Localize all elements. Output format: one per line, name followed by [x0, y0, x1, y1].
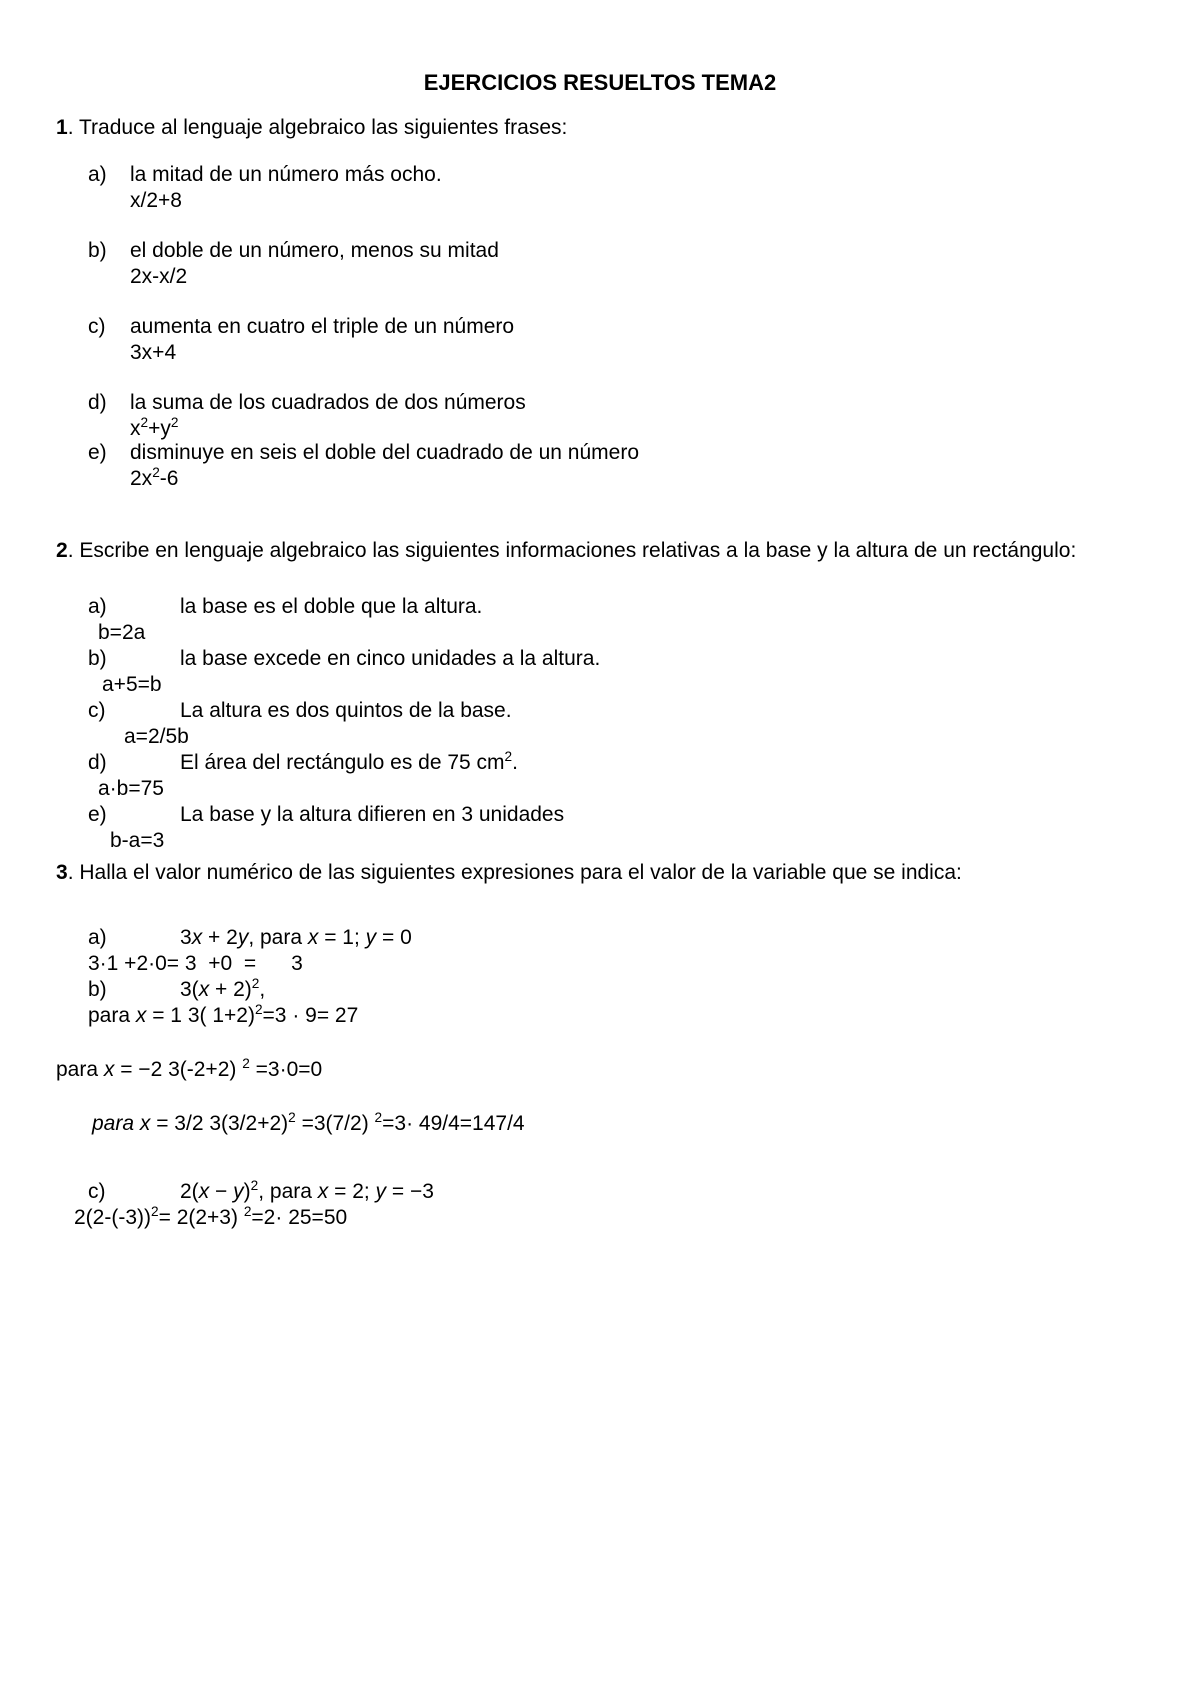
q1-b-answer: 2x-x/2: [130, 265, 499, 289]
q1-item-c: c) aumenta en cuatro el triple de un núm…: [88, 315, 1144, 365]
q1-item-d: d) la suma de los cuadrados de dos númer…: [88, 391, 1144, 441]
q3-prompt: Halla el valor numérico de las siguiente…: [79, 861, 962, 884]
q3-c-line: c)2(x − y)2, para x = 2; y = −3: [88, 1180, 1144, 1204]
q1-a-answer: x/2+8: [130, 189, 442, 213]
q1-c-text: aumenta en cuatro el triple de un número: [130, 315, 514, 339]
q1-e-answer: 2x2-6: [130, 467, 639, 491]
q2-d-label: d): [88, 751, 180, 775]
q1-e-text: disminuye en seis el doble del cuadrado …: [130, 441, 639, 465]
q1-d-answer: x2+y2: [130, 417, 526, 441]
q2-items: a)la base es el doble que la altura. b=2…: [88, 595, 1144, 853]
q1-d-label: d): [88, 391, 130, 415]
q3-a-line: a)3x + 2y, para x = 1; y = 0: [88, 926, 1144, 950]
q1-item-e: e) disminuye en seis el doble del cuadra…: [88, 441, 1144, 491]
q3-number: 3: [56, 861, 68, 884]
q3-b-label: b): [88, 978, 180, 1002]
q2-b-row: b)la base excede en cinco unidades a la …: [88, 647, 1144, 671]
q1-items: a) la mitad de un número más ocho. x/2+8…: [56, 163, 1144, 491]
q2-prompt: Escribe en lenguaje algebraico las sigui…: [79, 539, 1076, 562]
q1-e-label: e): [88, 441, 130, 465]
question-2: 2. Escribe en lenguaje algebraico las si…: [56, 535, 1144, 568]
q1-c-label: c): [88, 315, 130, 339]
q1-item-a: a) la mitad de un número más ocho. x/2+8: [88, 163, 1144, 213]
question-1: 1. Traduce al lenguaje algebraico las si…: [56, 112, 1144, 145]
q3-b-calc2: para x = −2 3(-2+2) 2 =3·0=0: [56, 1058, 1144, 1082]
page-title: EJERCICIOS RESUELTOS TEMA2: [56, 70, 1144, 96]
question-3: 3. Halla el valor numérico de las siguie…: [56, 857, 1144, 890]
q2-d-answer: a·b=75: [98, 777, 1144, 801]
q2-c-row: c)La altura es dos quintos de la base.: [88, 699, 1144, 723]
q2-a-answer: b=2a: [98, 621, 1144, 645]
q1-number: 1: [56, 116, 68, 139]
q2-d-text: El área del rectángulo es de 75 cm2.: [180, 751, 518, 774]
q3-c-label: c): [88, 1180, 180, 1204]
q2-b-text: la base excede en cinco unidades a la al…: [180, 647, 600, 670]
document-page: EJERCICIOS RESUELTOS TEMA2 1. Traduce al…: [0, 0, 1200, 1288]
q3-b-line: b)3(x + 2)2,: [88, 978, 1144, 1002]
q1-a-text: la mitad de un número más ocho.: [130, 163, 442, 187]
q2-d-row: d)El área del rectángulo es de 75 cm2.: [88, 751, 1144, 775]
q2-b-label: b): [88, 647, 180, 671]
q2-a-text: la base es el doble que la altura.: [180, 595, 482, 618]
q3-a-label: a): [88, 926, 180, 950]
q3-b-expr: 3(x + 2)2,: [180, 978, 265, 1001]
q2-c-text: La altura es dos quintos de la base.: [180, 699, 512, 722]
q3-a-calc: 3·1 +2·0= 3 +0 = 3: [88, 952, 1144, 976]
q1-b-text: el doble de un número, menos su mitad: [130, 239, 499, 263]
q1-prompt: Traduce al lenguaje algebraico las sigui…: [79, 116, 567, 139]
q3-b-calc1: para x = 1 3( 1+2)2=3 · 9= 27: [88, 1004, 1144, 1028]
q2-number: 2: [56, 539, 68, 562]
q2-c-answer: a=2/5b: [124, 725, 1144, 749]
q3-b-calc3: para x = 3/2 3(3/2+2)2 =3(7/2) 2=3· 49/4…: [92, 1112, 1144, 1136]
q2-b-answer: a+5=b: [102, 673, 1144, 697]
q3-c-calc: 2(2-(-3))2= 2(2+3) 2=2· 25=50: [74, 1206, 1144, 1230]
q3-c-expr: 2(x − y)2, para x = 2; y = −3: [180, 1180, 434, 1203]
q2-c-label: c): [88, 699, 180, 723]
q2-e-row: e)La base y la altura difieren en 3 unid…: [88, 803, 1144, 827]
q2-a-label: a): [88, 595, 180, 619]
q3-a-expr: 3x + 2y, para x = 1; y = 0: [180, 926, 412, 949]
q1-c-answer: 3x+4: [130, 341, 514, 365]
q2-e-label: e): [88, 803, 180, 827]
q2-e-text: La base y la altura difieren en 3 unidad…: [180, 803, 564, 826]
q1-a-label: a): [88, 163, 130, 187]
q2-e-answer: b-a=3: [110, 829, 1144, 853]
q2-a-row: a)la base es el doble que la altura.: [88, 595, 1144, 619]
q1-b-label: b): [88, 239, 130, 263]
q1-item-b: b) el doble de un número, menos su mitad…: [88, 239, 1144, 289]
q1-d-text: la suma de los cuadrados de dos números: [130, 391, 526, 415]
